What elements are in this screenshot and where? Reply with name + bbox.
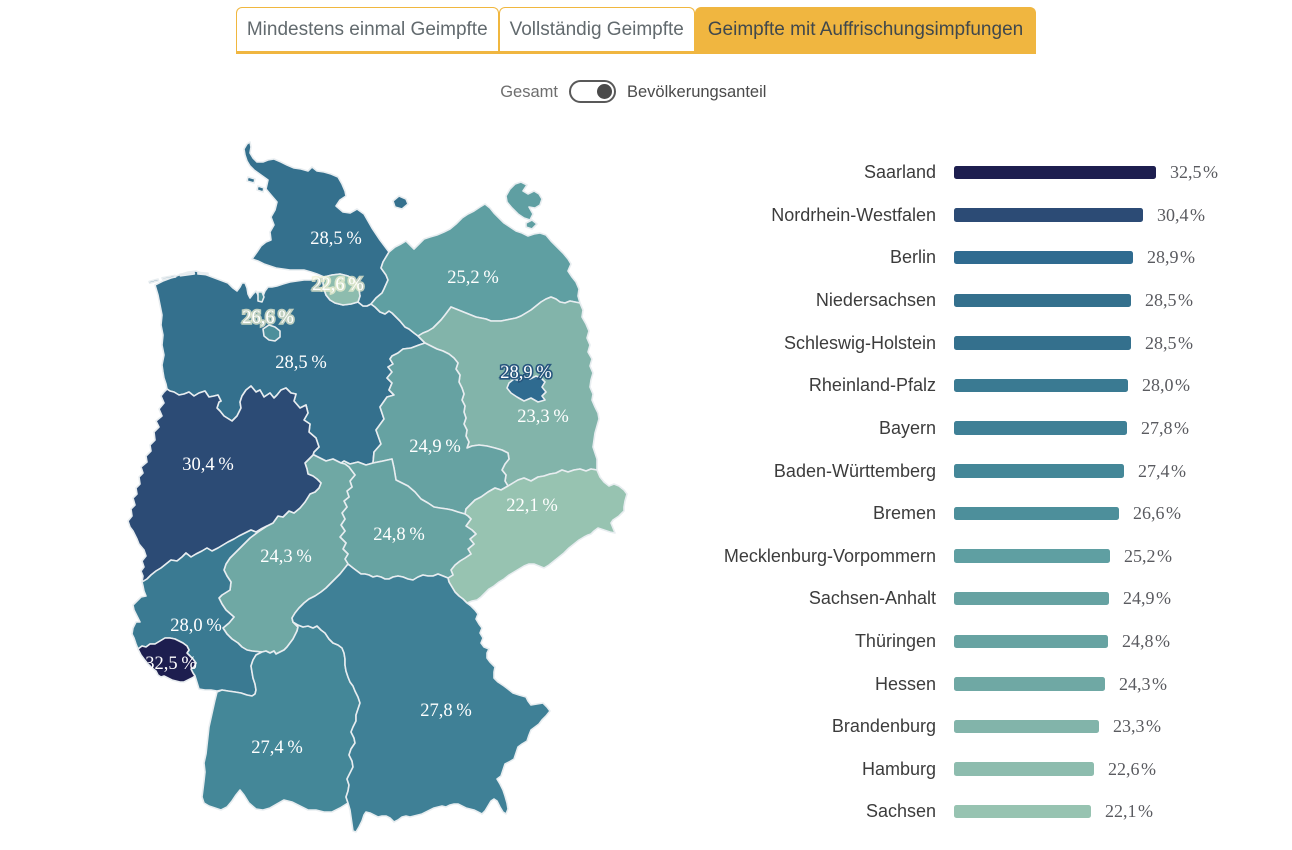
svg-text:24,9 %: 24,9 % [409, 437, 461, 457]
svg-text:24,3 %: 24,3 % [260, 547, 312, 567]
svg-text:23,3 %: 23,3 % [517, 407, 569, 427]
svg-text:24,8 %: 24,8 % [373, 525, 425, 545]
svg-text:22,1 %: 22,1 % [506, 496, 558, 516]
svg-text:25,2 %: 25,2 % [447, 268, 499, 288]
svg-text:30,4 %: 30,4 % [182, 455, 234, 475]
svg-text:28,5 %: 28,5 % [275, 353, 327, 373]
svg-text:22,6 %: 22,6 % [312, 275, 364, 295]
svg-text:28,9 %: 28,9 % [500, 363, 552, 383]
svg-text:26,6 %: 26,6 % [242, 308, 294, 328]
svg-text:28,0 %: 28,0 % [170, 616, 222, 636]
svg-text:27,8 %: 27,8 % [420, 701, 472, 721]
svg-text:32,5 %: 32,5 % [145, 654, 197, 674]
svg-text:27,4 %: 27,4 % [251, 738, 303, 758]
svg-text:28,5 %: 28,5 % [310, 229, 362, 249]
